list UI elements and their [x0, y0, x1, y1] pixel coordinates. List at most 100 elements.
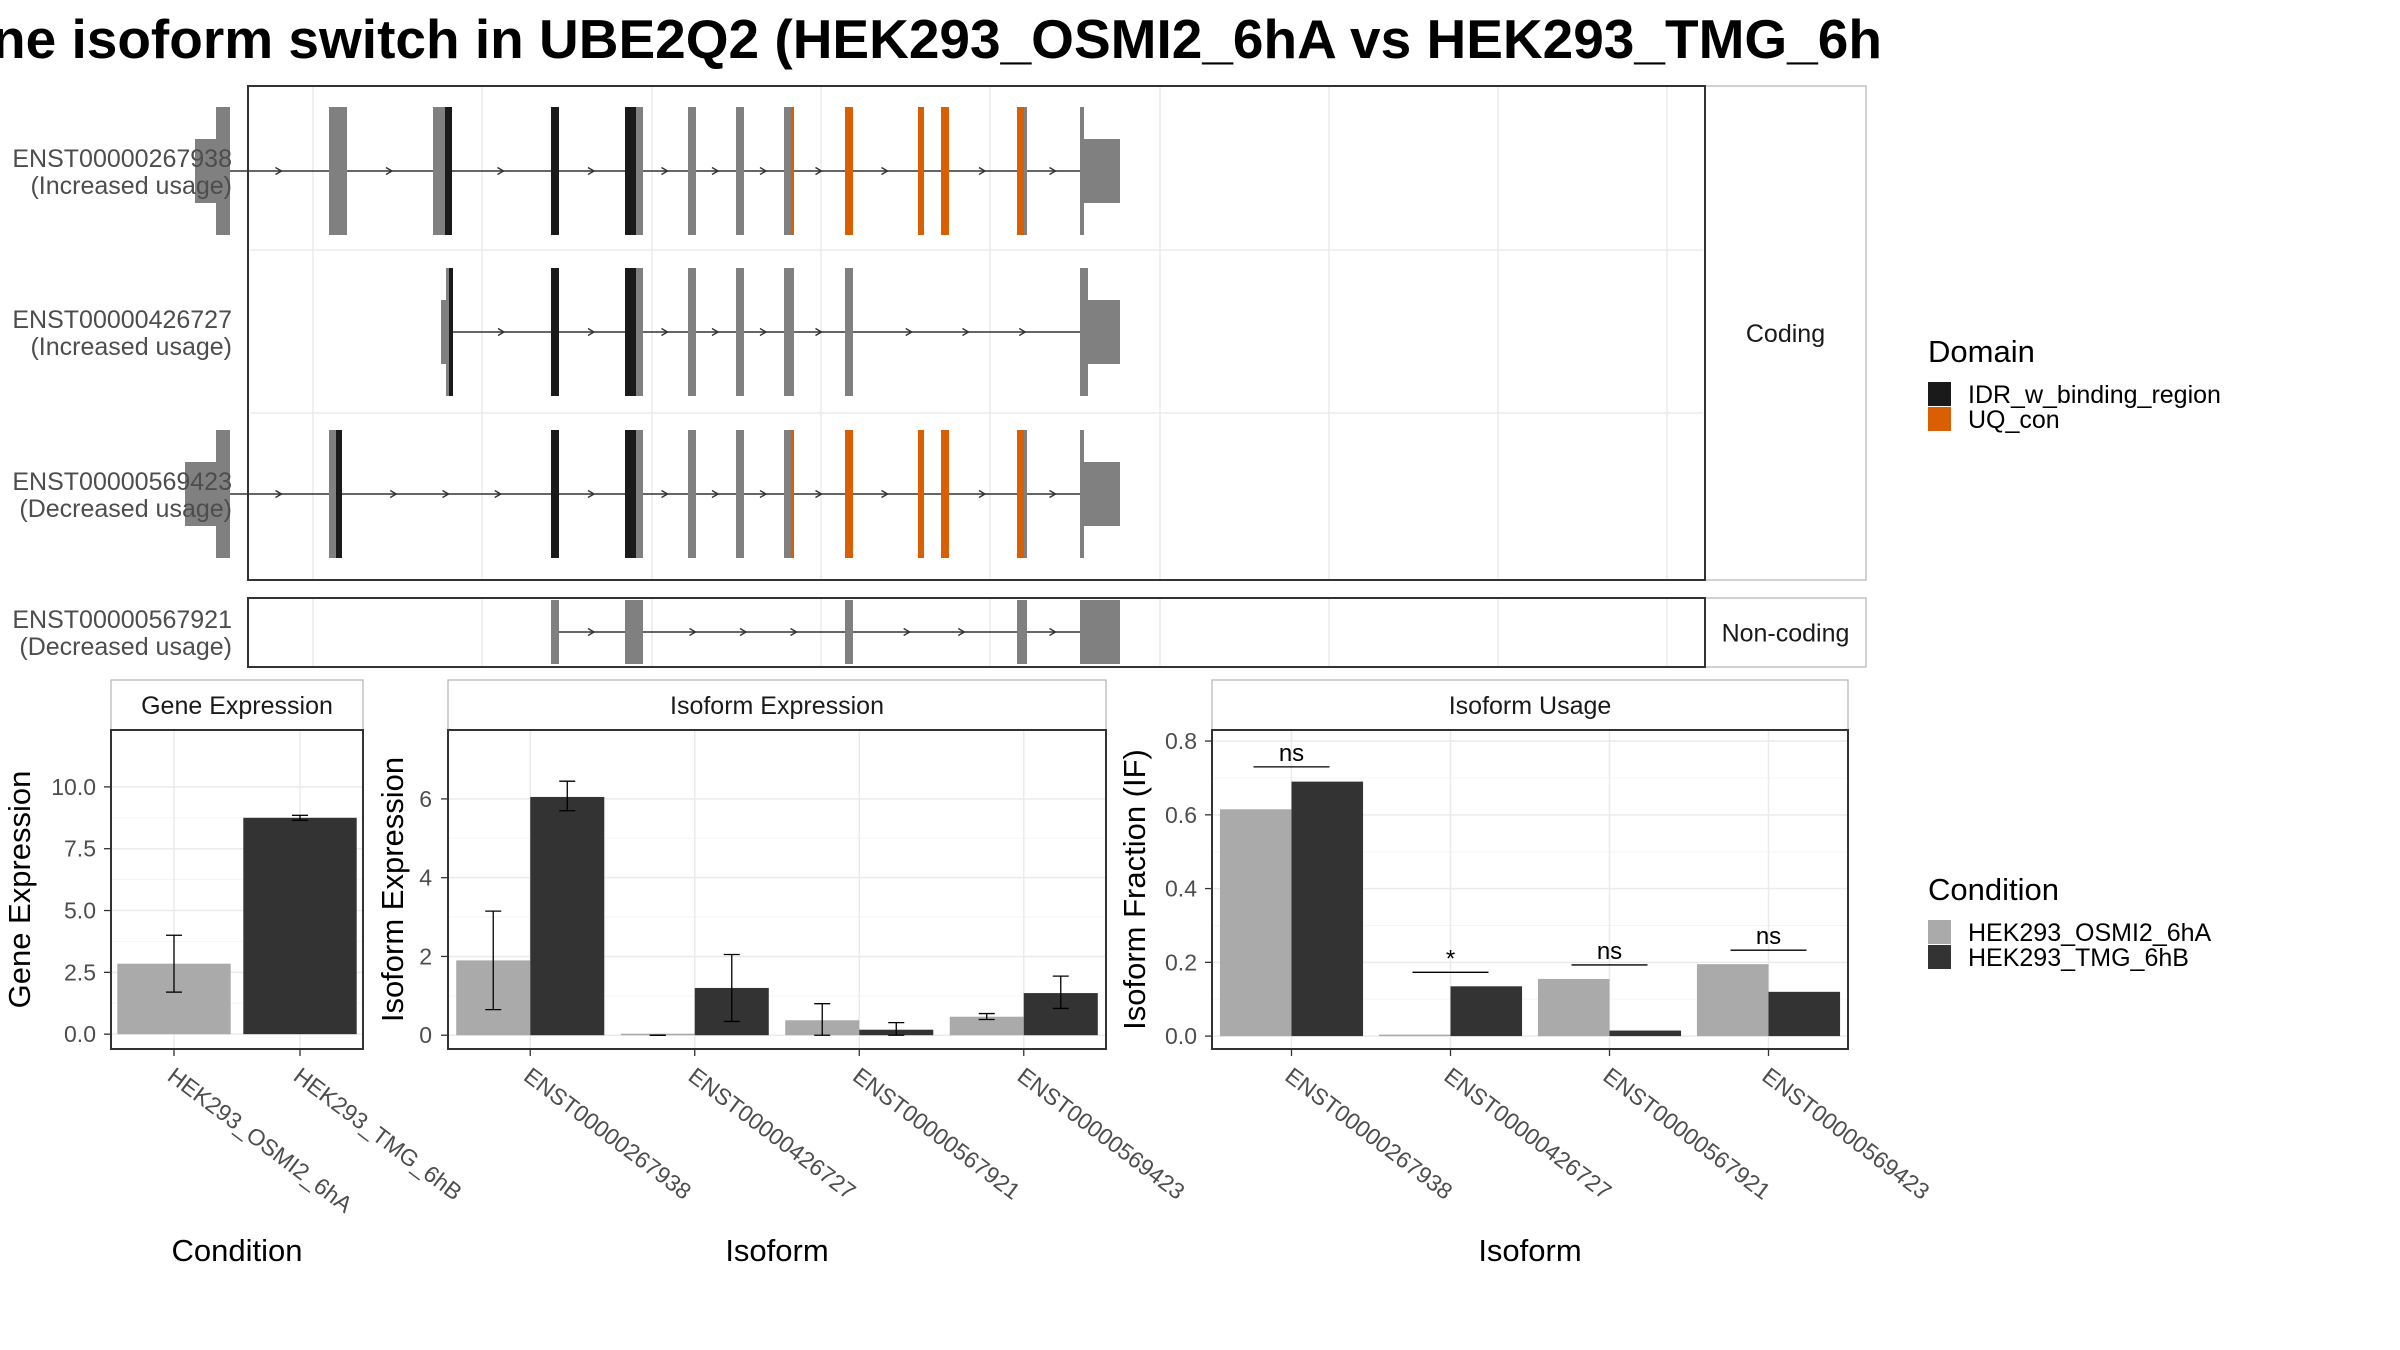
exon: [441, 300, 446, 364]
domain-exon: [625, 268, 636, 396]
significance-label: ns: [1597, 938, 1622, 965]
bar: [949, 1016, 1024, 1036]
exon: [216, 430, 230, 558]
exon: [1080, 107, 1084, 235]
intron-arrow: [790, 627, 798, 637]
intron-arrow: [905, 327, 914, 337]
intron-arrow: [881, 489, 889, 499]
y-tick-label: 2.5: [64, 959, 96, 985]
intron-arrow: [275, 166, 283, 176]
domain-exon: [791, 107, 794, 235]
legend-label: HEK293_OSMI2_6hA: [1968, 919, 2212, 947]
intron-arrow: [385, 166, 394, 176]
significance-label: *: [1446, 945, 1455, 972]
isoform-usage-label: (Increased usage): [30, 333, 232, 361]
panel-strip-label: Coding: [1746, 320, 1825, 348]
domain-exon: [941, 430, 949, 558]
y-tick-label: 6: [419, 786, 432, 812]
y-axis-title: Isoform Fraction (IF): [1117, 749, 1152, 1030]
intron-arrow: [903, 627, 912, 637]
x-tick-label: ENST00000267938: [1280, 1062, 1457, 1204]
exon: [1088, 300, 1120, 364]
panel-strip: [1211, 679, 1849, 731]
plot-border: [110, 729, 364, 1050]
bar: [1537, 978, 1610, 1037]
isoform-usage-label: (Decreased usage): [19, 633, 232, 661]
exon: [329, 107, 347, 235]
isoform-usage-label: (Increased usage): [30, 172, 232, 200]
figure-title: ne isoform switch in UBE2Q2 (HEK293_OSMI…: [0, 8, 1882, 70]
isoform-id-label: ENST00000569423: [12, 468, 232, 496]
panel-strip-label: Non-coding: [1722, 620, 1850, 648]
domain-exon: [625, 107, 636, 235]
panel-strip-label: Isoform Usage: [1449, 692, 1612, 720]
intron-arrow: [711, 489, 720, 499]
intron-arrow: [497, 327, 506, 337]
bar: [1609, 1030, 1682, 1037]
x-axis-title: Condition: [172, 1233, 303, 1268]
intron-arrow: [815, 489, 823, 499]
exon: [736, 107, 744, 235]
y-tick-label: 4: [419, 865, 432, 891]
legend-swatch: [1928, 920, 1951, 944]
bar: [243, 817, 357, 1035]
intron-arrow: [1049, 166, 1057, 176]
intron-arrow: [494, 489, 503, 499]
exon: [784, 107, 791, 235]
x-tick-label: ENST00000569423: [1013, 1062, 1190, 1204]
y-tick-label: 0.2: [1165, 949, 1197, 975]
legend-label: IDR_w_binding_region: [1968, 381, 2221, 409]
exon: [845, 600, 853, 664]
bar: [530, 796, 605, 1036]
x-tick-label: ENST00000426727: [684, 1062, 861, 1204]
intron-arrow: [661, 327, 669, 337]
structure-panel-border: [247, 597, 1706, 668]
exon: [736, 430, 744, 558]
intron-arrow: [815, 166, 823, 176]
x-tick-label: ENST00000567921: [848, 1062, 1025, 1204]
bar: [1291, 781, 1364, 1037]
significance-label: ns: [1279, 740, 1304, 767]
exon: [1017, 600, 1027, 664]
panel-strip-label: Isoform Expression: [670, 692, 884, 720]
isoform-usage-plot: Isoform Usage 0.0 0.2 0.4 0.6 0.8 ns * ns ns ENST0…: [1117, 679, 1935, 1268]
legend-label: UQ_con: [1968, 406, 2060, 434]
legend-swatch: [1928, 382, 1951, 406]
exon: [1084, 462, 1120, 526]
legend-swatch: [1928, 407, 1951, 431]
exon: [329, 430, 336, 558]
domain-exon: [1017, 107, 1024, 235]
intron-arrow: [1049, 489, 1057, 499]
intron-arrow: [962, 327, 970, 337]
exon: [784, 268, 794, 396]
exon: [688, 430, 696, 558]
panel-strip: [110, 679, 364, 731]
domain-exon: [449, 268, 453, 396]
exon: [1080, 430, 1084, 558]
exon: [784, 430, 791, 558]
x-axis-title: Isoform: [725, 1233, 828, 1268]
intron-arrow: [815, 327, 823, 337]
intron-arrow: [689, 627, 697, 637]
intron-arrow: [442, 489, 450, 499]
intron-arrow: [389, 489, 398, 499]
y-tick-label: 0.6: [1165, 802, 1197, 828]
intron-arrow: [759, 166, 768, 176]
exon: [1084, 139, 1120, 203]
intron-arrow: [497, 166, 505, 176]
legend-swatch: [1928, 945, 1951, 969]
exon: [195, 139, 216, 203]
bar: [1219, 809, 1292, 1037]
y-axis-title: Gene Expression: [2, 771, 37, 1009]
exon: [636, 430, 643, 558]
exon: [446, 268, 449, 396]
intron-arrow: [1049, 627, 1057, 637]
y-tick-label: 0.4: [1165, 876, 1197, 902]
domain-exon: [625, 430, 636, 558]
domain-exon: [551, 268, 559, 396]
intron-arrow: [1018, 327, 1027, 337]
isoform-expression-plot: Isoform Expression0246ENST00000267938ENS…: [375, 679, 1190, 1268]
domain-exon: [551, 430, 559, 558]
